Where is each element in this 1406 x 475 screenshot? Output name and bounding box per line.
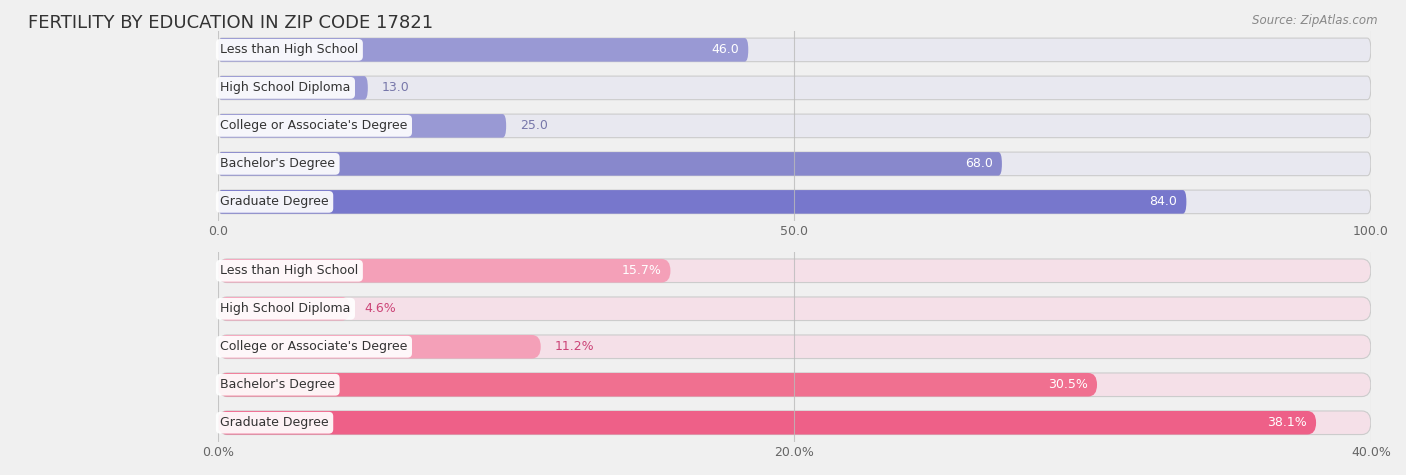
FancyBboxPatch shape	[218, 373, 1371, 397]
Text: 15.7%: 15.7%	[621, 264, 661, 277]
FancyBboxPatch shape	[218, 411, 1371, 435]
FancyBboxPatch shape	[218, 38, 1371, 62]
Text: 84.0: 84.0	[1149, 195, 1177, 209]
Text: 11.2%: 11.2%	[554, 340, 595, 353]
Text: Less than High School: Less than High School	[221, 43, 359, 57]
FancyBboxPatch shape	[218, 259, 671, 283]
Text: 13.0: 13.0	[381, 81, 409, 95]
Text: Graduate Degree: Graduate Degree	[221, 195, 329, 209]
Text: FERTILITY BY EDUCATION IN ZIP CODE 17821: FERTILITY BY EDUCATION IN ZIP CODE 17821	[28, 14, 433, 32]
Text: 38.1%: 38.1%	[1267, 416, 1306, 429]
FancyBboxPatch shape	[218, 152, 1371, 176]
Text: Bachelor's Degree: Bachelor's Degree	[221, 157, 335, 171]
Text: 4.6%: 4.6%	[364, 302, 396, 315]
FancyBboxPatch shape	[218, 297, 1371, 321]
FancyBboxPatch shape	[218, 335, 1371, 359]
FancyBboxPatch shape	[218, 259, 1371, 283]
Text: College or Associate's Degree: College or Associate's Degree	[221, 119, 408, 133]
Text: 25.0: 25.0	[520, 119, 548, 133]
FancyBboxPatch shape	[218, 335, 541, 359]
FancyBboxPatch shape	[218, 411, 1316, 435]
Text: Less than High School: Less than High School	[221, 264, 359, 277]
Text: Source: ZipAtlas.com: Source: ZipAtlas.com	[1253, 14, 1378, 27]
Text: Bachelor's Degree: Bachelor's Degree	[221, 378, 335, 391]
Text: 68.0: 68.0	[965, 157, 993, 171]
FancyBboxPatch shape	[218, 152, 1002, 176]
FancyBboxPatch shape	[218, 190, 1187, 214]
Text: High School Diploma: High School Diploma	[221, 302, 350, 315]
FancyBboxPatch shape	[218, 114, 1371, 138]
Text: 30.5%: 30.5%	[1047, 378, 1088, 391]
FancyBboxPatch shape	[218, 114, 506, 138]
Text: High School Diploma: High School Diploma	[221, 81, 350, 95]
FancyBboxPatch shape	[218, 76, 1371, 100]
FancyBboxPatch shape	[218, 373, 1097, 397]
Text: Graduate Degree: Graduate Degree	[221, 416, 329, 429]
FancyBboxPatch shape	[218, 190, 1371, 214]
FancyBboxPatch shape	[218, 297, 350, 321]
Text: 46.0: 46.0	[711, 43, 740, 57]
FancyBboxPatch shape	[218, 38, 748, 62]
Text: College or Associate's Degree: College or Associate's Degree	[221, 340, 408, 353]
FancyBboxPatch shape	[218, 76, 368, 100]
